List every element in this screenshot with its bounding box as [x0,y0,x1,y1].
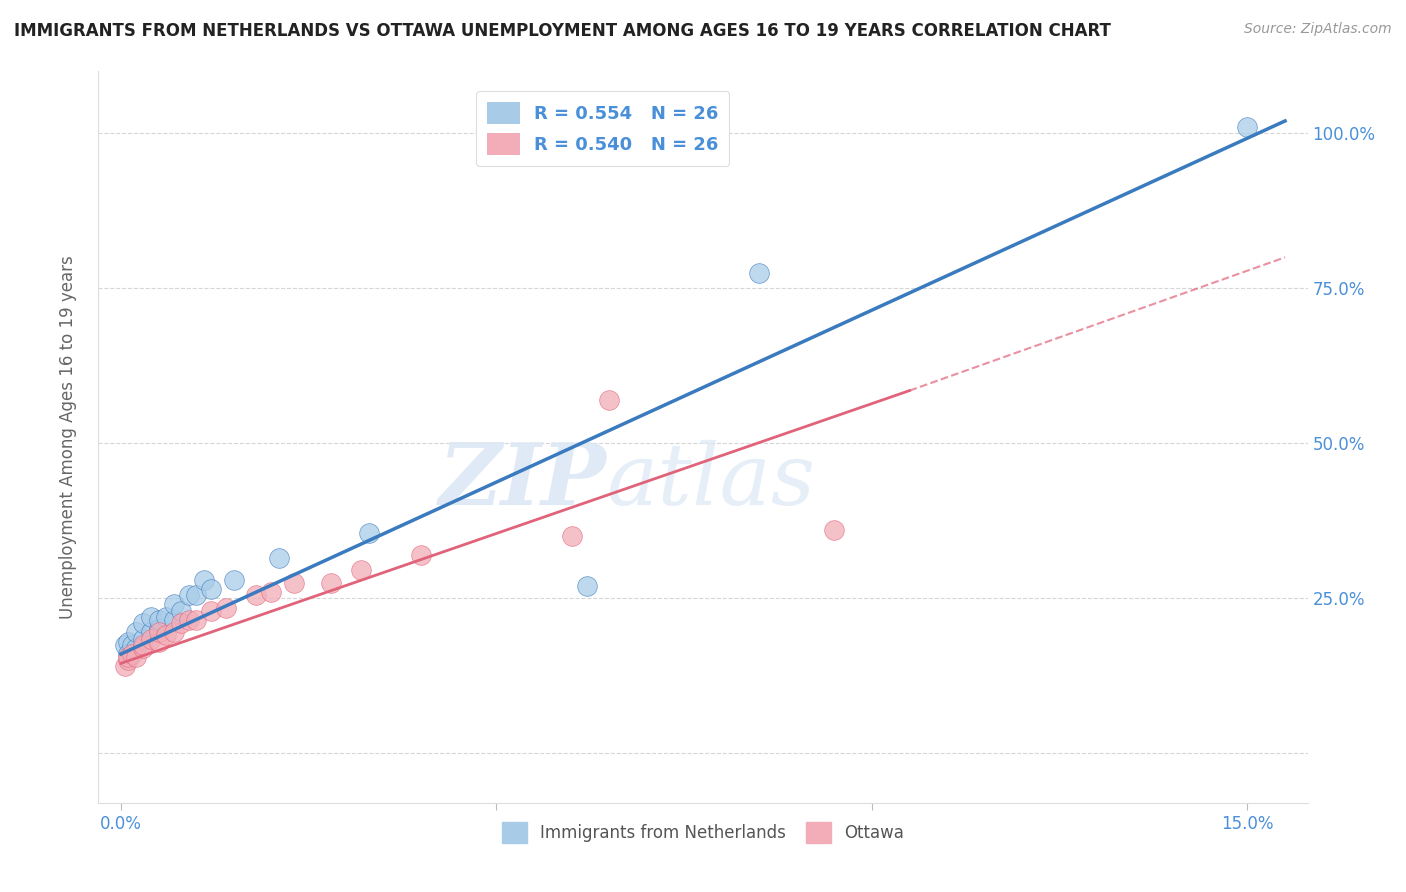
Point [267,551,290,566]
Point [177,613,200,627]
Point [121,638,143,652]
Point [561,529,583,543]
Point [125,650,148,665]
Text: atlas: atlas [606,440,815,523]
Point [121,647,143,661]
Legend: Immigrants from Netherlands, Ottawa: Immigrants from Netherlands, Ottawa [495,815,911,849]
Point [114,659,136,673]
Point [193,573,215,587]
Text: ZIP: ZIP [439,439,606,523]
Point [748,266,770,280]
Point [200,604,222,618]
Point [162,598,184,612]
Point [215,600,238,615]
Point [162,625,184,640]
Point [321,575,343,590]
Point [117,653,139,667]
Point [132,615,155,630]
Point [148,634,170,648]
Point [260,585,283,599]
Point [411,548,433,562]
Point [162,613,184,627]
Point [148,622,170,636]
Point [575,579,598,593]
Point [177,588,200,602]
Point [139,625,162,640]
Point [155,628,177,642]
Point [170,615,193,630]
Point [125,640,148,655]
Point [148,625,170,640]
Point [245,588,267,602]
Point [170,604,193,618]
Point [1236,120,1258,135]
Text: IMMIGRANTS FROM NETHERLANDS VS OTTAWA UNEMPLOYMENT AMONG AGES 16 TO 19 YEARS COR: IMMIGRANTS FROM NETHERLANDS VS OTTAWA UN… [14,22,1111,40]
Point [155,610,177,624]
Point [200,582,222,596]
Point [139,632,162,646]
Point [823,523,845,537]
Point [114,638,136,652]
Point [350,563,373,577]
Point [184,588,207,602]
Point [222,573,245,587]
Point [598,392,620,407]
Point [132,632,155,646]
Point [132,638,155,652]
Y-axis label: Unemployment Among Ages 16 to 19 years: Unemployment Among Ages 16 to 19 years [59,255,77,619]
Point [117,634,139,648]
Point [132,640,155,655]
Point [139,610,162,624]
Point [125,625,148,640]
Point [117,650,139,665]
Point [283,575,305,590]
Text: Source: ZipAtlas.com: Source: ZipAtlas.com [1244,22,1392,37]
Point [357,526,380,541]
Point [184,613,207,627]
Point [117,647,139,661]
Point [148,613,170,627]
